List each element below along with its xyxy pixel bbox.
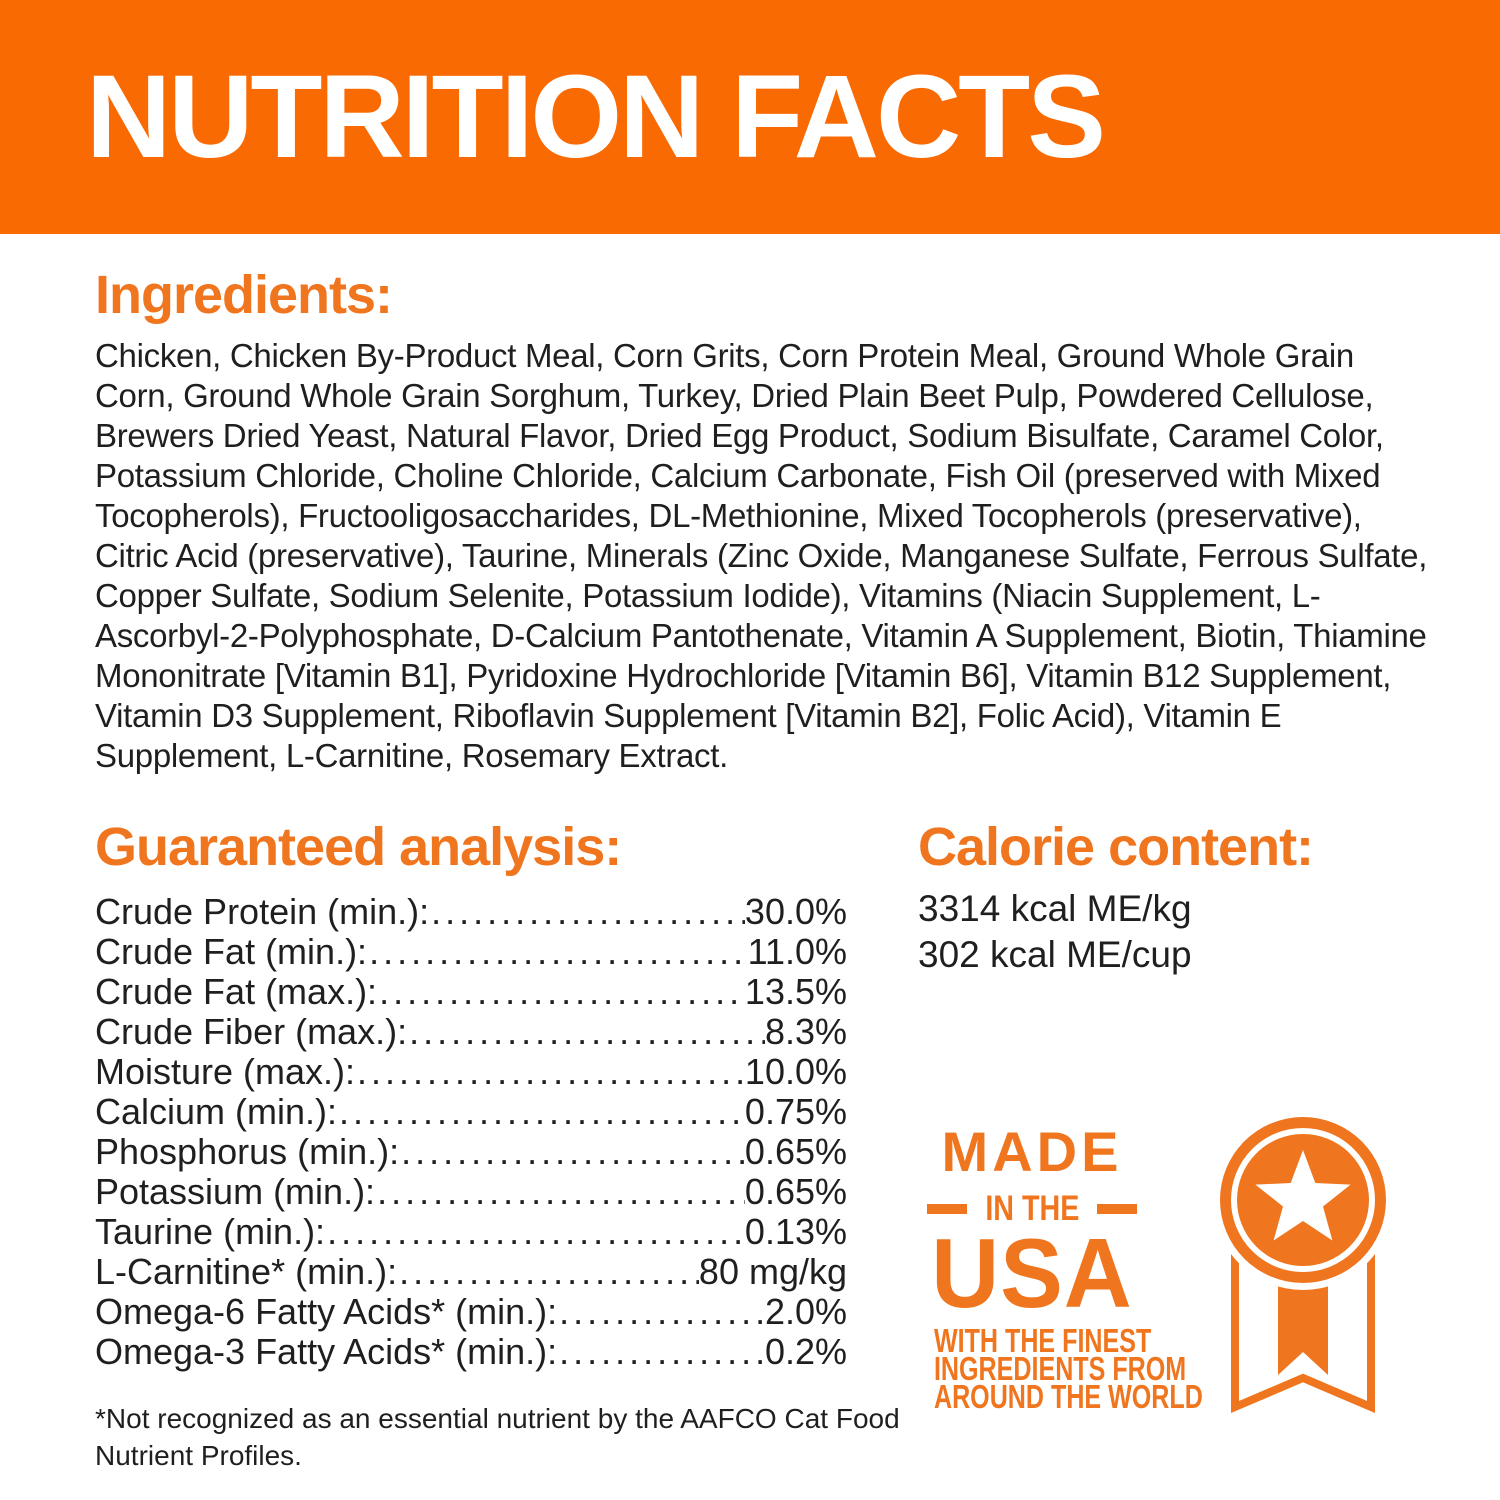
calorie-values: 3314 kcal ME/kg 302 kcal ME/cup xyxy=(918,886,1192,978)
guaranteed-analysis-heading: Guaranteed analysis: xyxy=(95,817,622,877)
dot-leader: ........................................… xyxy=(559,1332,765,1372)
analysis-row: Calcium (min.):.........................… xyxy=(95,1092,847,1132)
analysis-value: 8.3% xyxy=(764,1011,847,1052)
page-title: NUTRITION FACTS xyxy=(86,51,1106,183)
analysis-row: Potassium (min.):.......................… xyxy=(95,1172,847,1212)
usa-badge-in-the: IN THE xyxy=(984,1189,1080,1228)
dot-leader: ........................................… xyxy=(401,1132,745,1172)
analysis-row: Crude Fat (min.):.......................… xyxy=(95,932,847,972)
header-banner: NUTRITION FACTS xyxy=(0,0,1500,234)
analysis-value: 0.13% xyxy=(744,1211,847,1252)
usa-badge-usa: USA xyxy=(931,1218,1133,1328)
analysis-label: Crude Protein (min.): xyxy=(95,891,430,932)
analysis-label: Calcium (min.): xyxy=(95,1091,338,1132)
calorie-line: 3314 kcal ME/kg xyxy=(918,888,1192,929)
analysis-label: Crude Fat (max.): xyxy=(95,971,378,1012)
dot-leader: ........................................… xyxy=(357,1052,745,1092)
dot-leader: ........................................… xyxy=(327,1212,745,1252)
dot-leader: ........................................… xyxy=(559,1292,765,1332)
analysis-label: Moisture (max.): xyxy=(95,1051,356,1092)
dot-leader: ........................................… xyxy=(339,1092,745,1132)
calorie-content-heading: Calorie content: xyxy=(918,817,1314,877)
analysis-row: Omega-3 Fatty Acids* (min.):............… xyxy=(95,1332,847,1372)
dash-decoration xyxy=(1097,1203,1138,1214)
dash-decoration xyxy=(926,1203,967,1214)
analysis-label: Omega-6 Fatty Acids* (min.): xyxy=(95,1291,558,1332)
analysis-label: Phosphorus (min.): xyxy=(95,1131,400,1172)
analysis-row: Omega-6 Fatty Acids* (min.):............… xyxy=(95,1292,847,1332)
dot-leader: ........................................… xyxy=(377,1172,745,1212)
analysis-label: Taurine (min.): xyxy=(95,1211,326,1252)
usa-tagline-line: AROUND THE WORLD xyxy=(933,1378,1203,1415)
calorie-line: 302 kcal ME/cup xyxy=(918,934,1192,975)
analysis-row: L-Carnitine* (min.):....................… xyxy=(95,1252,847,1292)
analysis-value: 30.0% xyxy=(744,891,847,932)
made-in-usa-badge: MADE IN THE USA WITH THE FINEST INGREDIEN… xyxy=(903,1120,1203,1415)
ingredients-text: Chicken, Chicken By-Product Meal, Corn G… xyxy=(95,337,1428,774)
analysis-row: Moisture (max.):........................… xyxy=(95,1052,847,1092)
dot-leader: ........................................… xyxy=(431,892,745,932)
analysis-row: Crude Fiber (max.):.....................… xyxy=(95,1012,847,1052)
dot-leader: ........................................… xyxy=(409,1012,765,1052)
analysis-label: L-Carnitine* (min.): xyxy=(95,1251,398,1292)
analysis-value: 80 mg/kg xyxy=(698,1251,847,1292)
analysis-label: Omega-3 Fatty Acids* (min.): xyxy=(95,1331,558,1372)
usa-tagline: WITH THE FINEST INGREDIENTS FROM AROUND TH… xyxy=(903,1322,1203,1415)
analysis-value: 0.75% xyxy=(744,1091,847,1132)
analysis-value: 13.5% xyxy=(744,971,847,1012)
analysis-row: Crude Protein (min.):...................… xyxy=(95,892,847,932)
analysis-value: 11.0% xyxy=(747,931,847,972)
analysis-label: Potassium (min.): xyxy=(95,1171,376,1212)
dot-leader: ........................................… xyxy=(369,932,748,972)
usa-tagline-line: WITH THE FINEST xyxy=(933,1322,1152,1359)
analysis-value: 0.2% xyxy=(764,1331,847,1372)
analysis-label: Crude Fat (min.): xyxy=(95,931,368,972)
analysis-row: Taurine (min.):.........................… xyxy=(95,1212,847,1252)
usa-badge-in-the-row: IN THE xyxy=(903,1191,1161,1226)
analysis-row: Crude Fat (max.):.......................… xyxy=(95,972,847,1012)
analysis-value: 0.65% xyxy=(744,1171,847,1212)
analysis-row: Phosphorus (min.):......................… xyxy=(95,1132,847,1172)
usa-badge-made: MADE xyxy=(941,1120,1123,1183)
ribbon-medal-star-icon xyxy=(1213,1110,1393,1414)
analysis-label: Crude Fiber (max.): xyxy=(95,1011,408,1052)
guaranteed-analysis-table: Crude Protein (min.):...................… xyxy=(95,892,847,1372)
aafco-footnote: *Not recognized as an essential nutrient… xyxy=(95,1403,900,1471)
analysis-value: 0.65% xyxy=(744,1131,847,1172)
dot-leader: ........................................… xyxy=(399,1252,699,1292)
dot-leader: ........................................… xyxy=(379,972,745,1012)
analysis-value: 10.0% xyxy=(744,1051,847,1092)
ingredients-heading: Ingredients: xyxy=(95,265,393,325)
analysis-value: 2.0% xyxy=(764,1291,847,1332)
